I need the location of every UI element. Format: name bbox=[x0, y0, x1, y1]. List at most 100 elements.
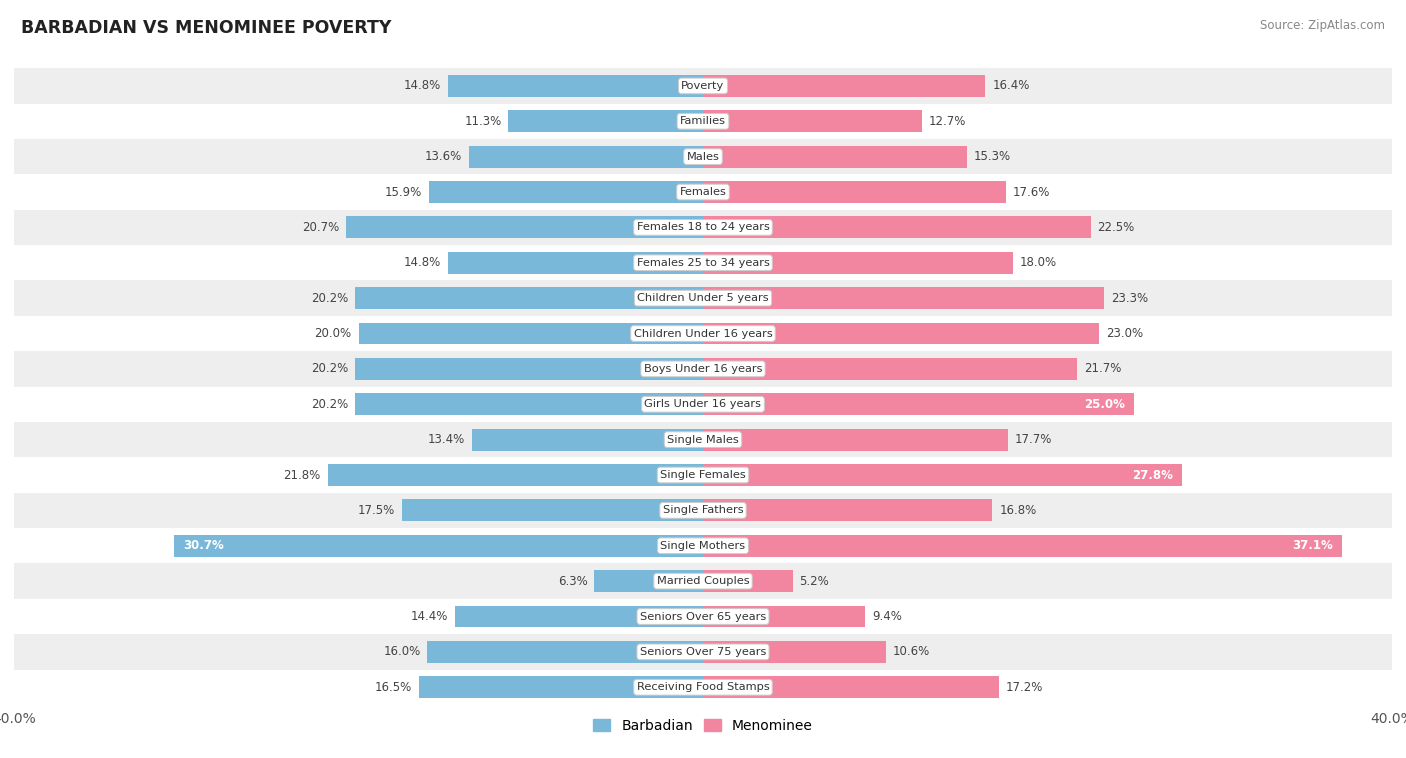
Bar bbox=[427, 641, 703, 662]
Text: 30.7%: 30.7% bbox=[183, 539, 224, 553]
Text: Poverty: Poverty bbox=[682, 81, 724, 91]
Bar bbox=[456, 606, 703, 628]
Text: 21.7%: 21.7% bbox=[1084, 362, 1121, 375]
Text: Children Under 16 years: Children Under 16 years bbox=[634, 328, 772, 339]
Text: 17.6%: 17.6% bbox=[1012, 186, 1050, 199]
Bar bbox=[703, 358, 1077, 380]
Text: 14.4%: 14.4% bbox=[411, 610, 449, 623]
Bar bbox=[356, 393, 703, 415]
Text: 27.8%: 27.8% bbox=[1132, 468, 1173, 481]
Bar bbox=[703, 535, 1341, 556]
Text: Single Mothers: Single Mothers bbox=[661, 540, 745, 551]
Text: 23.0%: 23.0% bbox=[1107, 327, 1143, 340]
Bar bbox=[14, 245, 1392, 280]
Text: 15.9%: 15.9% bbox=[385, 186, 422, 199]
Bar bbox=[14, 280, 1392, 316]
Bar bbox=[14, 316, 1392, 351]
Bar bbox=[449, 252, 703, 274]
Bar bbox=[703, 393, 1133, 415]
Bar bbox=[14, 351, 1392, 387]
Text: Females: Females bbox=[679, 187, 727, 197]
Text: 21.8%: 21.8% bbox=[284, 468, 321, 481]
Bar bbox=[14, 634, 1392, 669]
Text: 37.1%: 37.1% bbox=[1292, 539, 1333, 553]
Text: 22.5%: 22.5% bbox=[1098, 221, 1135, 234]
Bar bbox=[14, 104, 1392, 139]
Text: 13.6%: 13.6% bbox=[425, 150, 461, 163]
Bar bbox=[402, 500, 703, 522]
Text: 14.8%: 14.8% bbox=[404, 80, 441, 92]
Bar bbox=[174, 535, 703, 556]
Text: BARBADIAN VS MENOMINEE POVERTY: BARBADIAN VS MENOMINEE POVERTY bbox=[21, 19, 391, 37]
Text: 16.4%: 16.4% bbox=[993, 80, 1029, 92]
Text: Receiving Food Stamps: Receiving Food Stamps bbox=[637, 682, 769, 692]
Text: Single Females: Single Females bbox=[661, 470, 745, 480]
Bar bbox=[468, 146, 703, 168]
Text: Source: ZipAtlas.com: Source: ZipAtlas.com bbox=[1260, 19, 1385, 32]
Bar bbox=[509, 111, 703, 132]
Text: Females 18 to 24 years: Females 18 to 24 years bbox=[637, 222, 769, 233]
Bar bbox=[14, 599, 1392, 634]
Text: 10.6%: 10.6% bbox=[893, 645, 929, 659]
Bar bbox=[14, 457, 1392, 493]
Text: 5.2%: 5.2% bbox=[800, 575, 830, 587]
Bar bbox=[703, 287, 1104, 309]
Bar bbox=[449, 75, 703, 97]
Text: 16.8%: 16.8% bbox=[1000, 504, 1036, 517]
Bar bbox=[703, 217, 1091, 238]
Text: 6.3%: 6.3% bbox=[558, 575, 588, 587]
Bar bbox=[14, 669, 1392, 705]
Text: Boys Under 16 years: Boys Under 16 years bbox=[644, 364, 762, 374]
Text: 20.2%: 20.2% bbox=[311, 362, 349, 375]
Bar bbox=[328, 464, 703, 486]
Bar bbox=[14, 528, 1392, 563]
Bar bbox=[703, 429, 1008, 450]
Text: 20.0%: 20.0% bbox=[315, 327, 352, 340]
Bar bbox=[14, 210, 1392, 245]
Text: 25.0%: 25.0% bbox=[1084, 398, 1125, 411]
Text: 23.3%: 23.3% bbox=[1111, 292, 1149, 305]
Legend: Barbadian, Menominee: Barbadian, Menominee bbox=[593, 719, 813, 733]
Text: 15.3%: 15.3% bbox=[973, 150, 1011, 163]
Bar bbox=[703, 111, 922, 132]
Bar bbox=[14, 68, 1392, 104]
Text: 17.5%: 17.5% bbox=[357, 504, 395, 517]
Bar bbox=[14, 139, 1392, 174]
Bar bbox=[703, 606, 865, 628]
Bar bbox=[14, 563, 1392, 599]
Bar bbox=[595, 570, 703, 592]
Text: 12.7%: 12.7% bbox=[928, 114, 966, 128]
Bar bbox=[472, 429, 703, 450]
Text: 16.0%: 16.0% bbox=[384, 645, 420, 659]
Text: Single Fathers: Single Fathers bbox=[662, 506, 744, 515]
Text: Females 25 to 34 years: Females 25 to 34 years bbox=[637, 258, 769, 268]
Bar bbox=[703, 570, 793, 592]
Text: 9.4%: 9.4% bbox=[872, 610, 901, 623]
Text: 17.7%: 17.7% bbox=[1015, 433, 1052, 446]
Text: Married Couples: Married Couples bbox=[657, 576, 749, 586]
Text: 17.2%: 17.2% bbox=[1007, 681, 1043, 694]
Bar bbox=[419, 676, 703, 698]
Bar bbox=[703, 181, 1007, 203]
Bar bbox=[346, 217, 703, 238]
Bar bbox=[703, 75, 986, 97]
Text: Families: Families bbox=[681, 116, 725, 127]
Bar bbox=[14, 387, 1392, 422]
Bar bbox=[703, 500, 993, 522]
Text: 13.4%: 13.4% bbox=[427, 433, 465, 446]
Bar bbox=[14, 493, 1392, 528]
Text: Girls Under 16 years: Girls Under 16 years bbox=[644, 399, 762, 409]
Text: 20.2%: 20.2% bbox=[311, 398, 349, 411]
Text: 16.5%: 16.5% bbox=[374, 681, 412, 694]
Text: Seniors Over 65 years: Seniors Over 65 years bbox=[640, 612, 766, 622]
Text: 20.7%: 20.7% bbox=[302, 221, 340, 234]
Bar bbox=[703, 464, 1182, 486]
Text: 14.8%: 14.8% bbox=[404, 256, 441, 269]
Bar bbox=[359, 323, 703, 344]
Text: 18.0%: 18.0% bbox=[1019, 256, 1057, 269]
Bar bbox=[703, 146, 966, 168]
Bar bbox=[703, 641, 886, 662]
Text: 20.2%: 20.2% bbox=[311, 292, 349, 305]
Bar bbox=[14, 422, 1392, 457]
Text: Males: Males bbox=[686, 152, 720, 161]
